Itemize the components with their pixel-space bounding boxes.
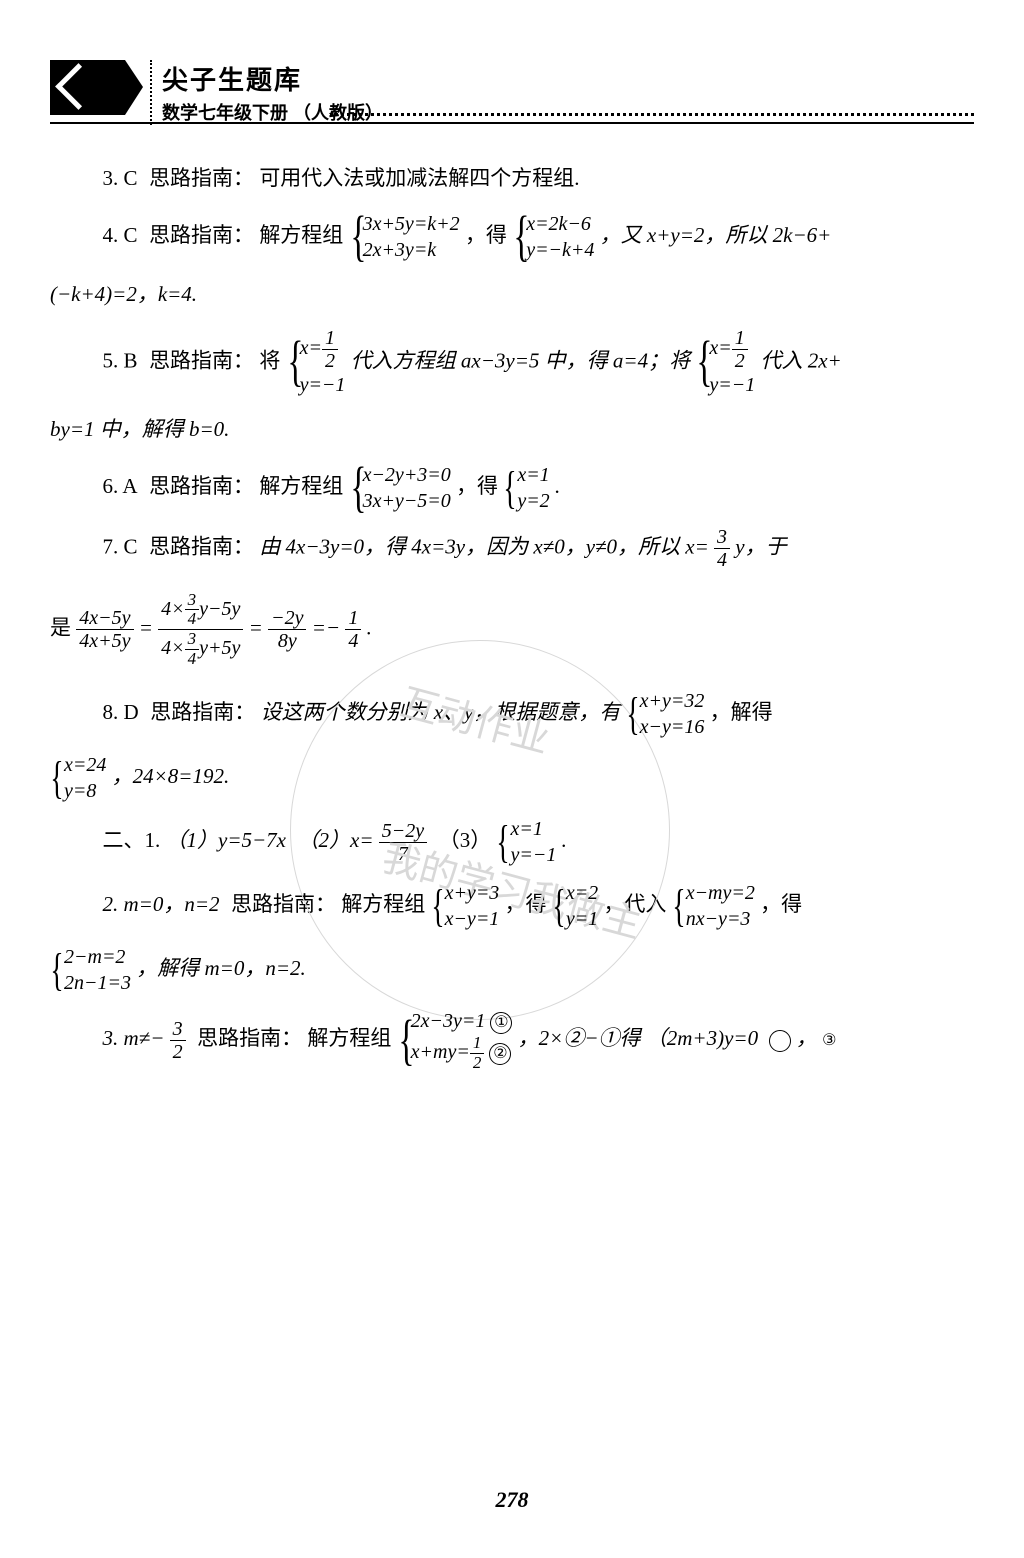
- section2-2-cont: 2−m=2 2n−1=3 ，解得 m=0，n=2.: [50, 944, 974, 996]
- section2-1: 二、1. （1）y=5−7x （2）x= 5−2y7 （3） x=1 y=−1 …: [50, 816, 974, 868]
- p4-pre: 解方程组: [259, 223, 343, 247]
- p5-label: 思路指南：: [149, 348, 254, 372]
- s2-head: 二、1.: [103, 828, 161, 852]
- p8-sys1: x+y=32 x−y=16: [626, 688, 705, 740]
- problem-7-cont: 是 4x−5y4x+5y = 4×34y−5y 4×34y+5y = −2y8y…: [50, 591, 974, 669]
- problem-5: 5. B 思路指南： 将 x=12 y=−1 代入方程组 ax−3y=5 中，得…: [50, 327, 974, 398]
- p6-label: 思路指南：: [149, 473, 254, 497]
- p7-num: 7. C: [103, 534, 138, 558]
- p7-cont-pre: 是: [50, 615, 71, 639]
- s23-f: 32: [170, 1018, 186, 1063]
- p8-sys2: x=24 y=8: [50, 752, 106, 804]
- p8-num: 8. D: [103, 700, 139, 724]
- p7-frac1: 34: [714, 526, 730, 571]
- s22-t5: ，解得 m=0，n=2.: [136, 956, 306, 980]
- p4-cont: (−k+4)=2，k=4.: [50, 282, 197, 306]
- problem-4-cont: (−k+4)=2，k=4.: [50, 275, 974, 315]
- p4-mid2: ，又 x+y=2，所以 2k−6+: [600, 223, 832, 247]
- s23-sA: 2x−3y=1 ① x+my=12 ②: [397, 1008, 513, 1072]
- p4-num: 4. C: [103, 223, 138, 247]
- p5-cont: by=1 中，解得 b=0.: [50, 417, 229, 441]
- s23-t3: ，: [796, 1026, 817, 1050]
- p5-mid2: 代入 2x+: [760, 348, 841, 372]
- p7-t2: y，于: [735, 534, 786, 558]
- problem-3: 3. C 思路指南： 可用代入法或加减法解四个方程组.: [50, 159, 974, 199]
- s22-pre: 2. m=0，n=2: [103, 892, 220, 916]
- p8-label: 思路指南：: [150, 700, 255, 724]
- p3-num: 3. C: [103, 166, 138, 190]
- s22-t4: ，得: [760, 892, 802, 916]
- page-header: 尖子生题库 数学七年级下册 （人教版）: [50, 60, 974, 124]
- p5-sys1: x=12 y=−1: [286, 327, 346, 398]
- s2-1b-pre: （2）x=: [298, 828, 374, 852]
- p4-label: 思路指南：: [149, 223, 254, 247]
- p5-mid1: 代入方程组 ax−3y=5 中，得 a=4；将: [351, 348, 690, 372]
- p3-label: 思路指南：: [149, 166, 254, 190]
- s23-label: 思路指南：: [197, 1026, 302, 1050]
- problem-8-cont: x=24 y=8 ，24×8=192.: [50, 752, 974, 804]
- p6-mid: ，得: [456, 473, 498, 497]
- problem-7: 7. C 思路指南： 由 4x−3y=0，得 4x=3y，因为 x≠0，y≠0，…: [50, 526, 974, 571]
- p7-fB: 4×34y−5y 4×34y+5y: [158, 591, 243, 669]
- p4-mid1: ，得: [465, 223, 507, 247]
- dotted-divider: [330, 113, 974, 116]
- problem-5-cont: by=1 中，解得 b=0.: [50, 410, 974, 450]
- p7-fA: 4x−5y4x+5y: [76, 607, 133, 652]
- p6-sys2: x=1 y=2: [503, 462, 549, 514]
- p5-num: 5. B: [103, 348, 138, 372]
- p7-label: 思路指南：: [149, 534, 254, 558]
- s2-1c-sys: x=1 y=−1: [496, 816, 556, 868]
- s23-t2: ，2×②−①得 （2m+3)y=0: [518, 1026, 758, 1050]
- book-title: 尖子生题库: [162, 60, 974, 97]
- problem-6: 6. A 思路指南： 解方程组 x−2y+3=0 3x+y−5=0 ，得 x=1…: [50, 462, 974, 514]
- p8-t2: ，解得: [710, 700, 773, 724]
- s22-sB: x=2 y=1: [552, 880, 598, 932]
- p6-sys1: x−2y+3=0 3x+y−5=0: [349, 462, 451, 514]
- p6-num: 6. A: [103, 473, 138, 497]
- s23-c3: ③: [769, 1030, 791, 1052]
- content-body: 3. C 思路指南： 可用代入法或加减法解四个方程组. 4. C 思路指南： 解…: [50, 159, 974, 1073]
- s22-sA: x+y=3 x−y=1: [431, 880, 500, 932]
- p6-pre: 解方程组: [259, 473, 343, 497]
- s23-pre: 3. m≠−: [103, 1026, 165, 1050]
- page-number: 278: [0, 1487, 1024, 1513]
- p6-end: .: [555, 473, 560, 497]
- p7-fC: −2y8y: [268, 607, 306, 652]
- s22-sC: x−my=2 nx−y=3: [672, 880, 755, 932]
- p8-t3: ，24×8=192.: [112, 764, 230, 788]
- arrow-icon: [50, 60, 125, 115]
- s2-1a: （1）y=5−7x: [166, 828, 286, 852]
- s22-sD: 2−m=2 2n−1=3: [50, 944, 131, 996]
- p3-text: 可用代入法或加减法解四个方程组.: [259, 166, 579, 190]
- s23-t1: 解方程组: [307, 1026, 391, 1050]
- p5-pre: 将: [259, 348, 280, 372]
- problem-4: 4. C 思路指南： 解方程组 3x+5y=k+2 2x+3y=k ，得 x=2…: [50, 211, 974, 263]
- p7-fD: 14: [345, 607, 361, 652]
- p4-sys2: x=2k−6 y=−k+4: [512, 211, 594, 263]
- s22-t1: 解方程组: [341, 892, 425, 916]
- p7-t1: 由 4x−3y=0，得 4x=3y，因为 x≠0，y≠0，所以 x=: [259, 534, 708, 558]
- p5-sys2: x=12 y=−1: [695, 327, 755, 398]
- s22-label: 思路指南：: [231, 892, 336, 916]
- p4-sys1: 3x+5y=k+2 2x+3y=k: [349, 211, 460, 263]
- section2-3: 3. m≠− 32 思路指南： 解方程组 2x−3y=1 ① x+my=12 ②…: [50, 1008, 974, 1072]
